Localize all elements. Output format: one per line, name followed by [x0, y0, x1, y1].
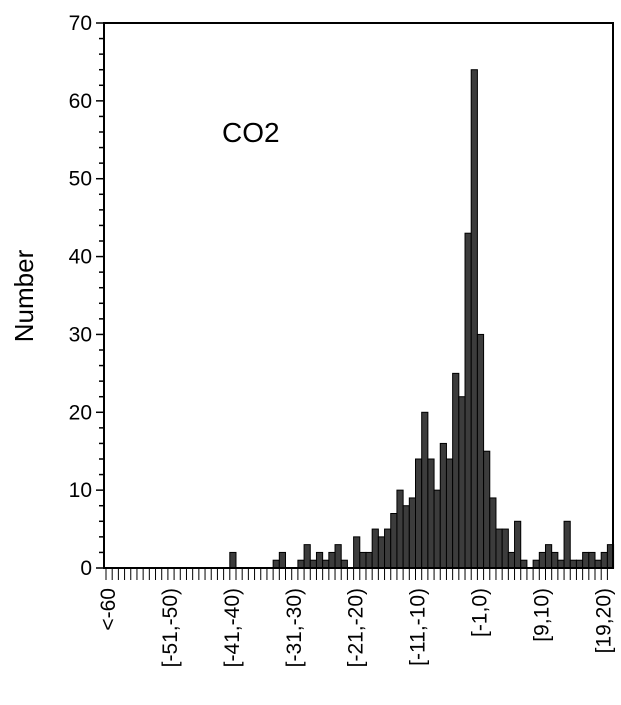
histogram-bar	[594, 559, 602, 569]
histogram-bar	[384, 528, 392, 569]
histogram-bar	[396, 489, 404, 569]
y-axis-title: Number	[9, 249, 39, 342]
plot-frame	[103, 22, 614, 569]
histogram-bar	[297, 559, 305, 569]
histogram-bar	[278, 551, 287, 569]
histogram-bar	[309, 559, 317, 569]
y-tick-label: 40	[69, 246, 92, 269]
x-axis: <-60 [-51,-50) [-41,-40) [-31,-30) [-21,-20)…	[97, 568, 615, 667]
histogram-bar	[371, 528, 379, 569]
histogram-bar	[439, 442, 447, 569]
y-tick-label: 70	[69, 12, 92, 35]
histogram-bar	[532, 559, 540, 569]
histogram-bar	[569, 559, 577, 569]
x-tick-label: [9,10)	[530, 588, 553, 642]
histogram-bar	[408, 497, 416, 569]
x-tick-label: <-60	[97, 588, 120, 631]
x-tick-label: [19,20)	[592, 588, 615, 653]
histogram-bar	[544, 544, 553, 569]
y-tick-label: 60	[69, 90, 92, 113]
histogram-bar	[402, 505, 410, 569]
chart-annotation: CO2	[222, 117, 280, 148]
histogram-bars	[229, 69, 615, 569]
histogram-bar	[377, 536, 386, 569]
histogram-bar	[501, 528, 509, 569]
y-tick-label: 20	[69, 401, 92, 424]
histogram-bar	[421, 411, 429, 569]
x-tick-label: [-1,0)	[469, 588, 492, 637]
histogram-bar	[600, 551, 608, 569]
histogram-bar	[520, 559, 528, 569]
histogram-bar	[340, 559, 348, 569]
histogram-bar	[328, 551, 336, 569]
histogram-bar	[470, 69, 478, 569]
histogram-bar	[303, 544, 311, 569]
histogram-bar	[483, 450, 491, 569]
histogram-bar	[390, 513, 398, 569]
histogram-bar	[433, 489, 441, 569]
histogram-bar	[557, 559, 565, 569]
histogram-bar	[464, 232, 472, 569]
y-axis: 0 10 20 30 40 50 60 70	[69, 12, 104, 580]
histogram-bar	[538, 551, 546, 569]
histogram-bar	[507, 551, 516, 569]
histogram-bar	[272, 559, 280, 569]
histogram-bar	[582, 551, 590, 569]
y-tick-label: 10	[69, 479, 92, 502]
y-tick-label: 0	[80, 557, 92, 580]
histogram-bar	[359, 551, 367, 569]
histogram-bar	[334, 544, 342, 569]
x-tick-label: [-21,-20)	[345, 588, 368, 667]
histogram-bar	[452, 372, 460, 569]
histogram-bar	[445, 458, 454, 569]
histogram-bar	[551, 551, 559, 569]
histogram-bar	[322, 559, 330, 569]
histogram-bar	[458, 396, 466, 569]
histogram-bar	[415, 458, 423, 569]
histogram-bar	[229, 551, 237, 569]
histogram-bar	[489, 497, 497, 569]
x-tick-label: [-11,-10)	[407, 588, 430, 666]
histogram-bar	[315, 551, 324, 569]
histogram-bar	[476, 333, 485, 569]
histogram-bar	[427, 458, 435, 569]
x-tick-label: [-41,-40)	[221, 588, 244, 667]
histogram-bar	[365, 551, 373, 569]
histogram-bar	[588, 551, 596, 569]
y-tick-label: 30	[69, 323, 92, 346]
histogram-bar	[514, 520, 522, 569]
histogram-bar	[353, 536, 361, 569]
y-tick-label: 50	[69, 168, 92, 191]
histogram-bar	[563, 520, 571, 569]
histogram-bar	[495, 528, 503, 569]
x-tick-label: [-31,-30)	[283, 588, 306, 667]
x-tick-label: [-51,-50)	[159, 588, 182, 667]
histogram-bar	[575, 559, 584, 569]
